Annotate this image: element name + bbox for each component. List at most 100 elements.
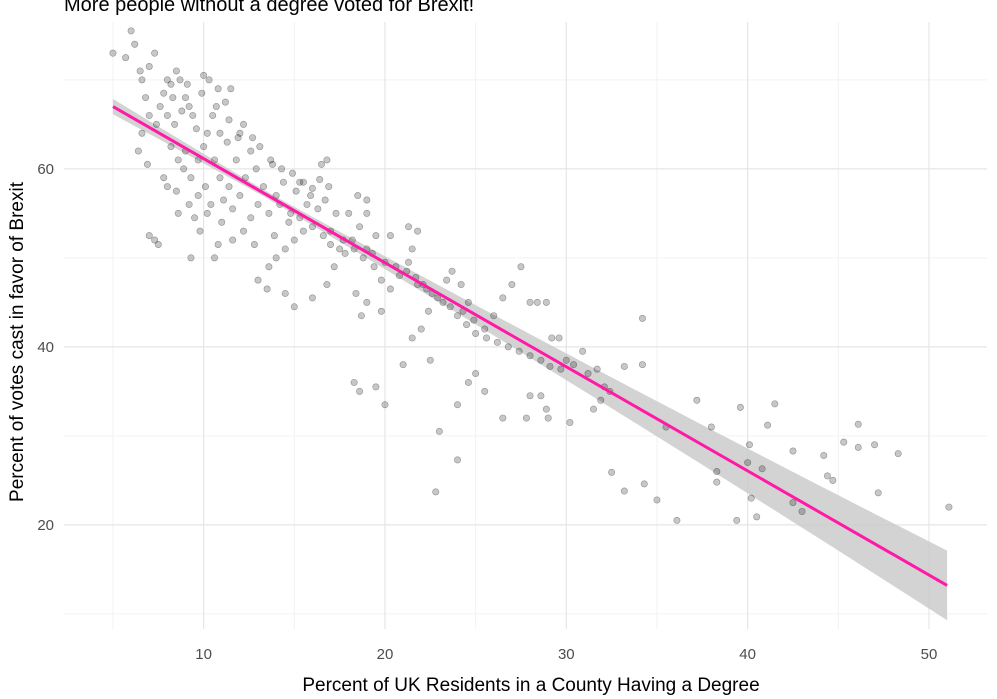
data-point xyxy=(745,441,753,449)
data-point xyxy=(321,196,329,204)
data-point xyxy=(733,516,741,524)
y-tick-label: 60 xyxy=(37,161,54,178)
data-point xyxy=(145,111,153,119)
data-point xyxy=(263,285,271,293)
data-point xyxy=(522,414,530,422)
data-point xyxy=(377,307,385,315)
data-point xyxy=(673,516,681,524)
data-point xyxy=(229,236,237,244)
data-point xyxy=(432,488,440,496)
data-point xyxy=(453,401,461,409)
data-point xyxy=(481,387,489,395)
data-point xyxy=(515,347,523,355)
data-point xyxy=(548,334,556,342)
data-point xyxy=(448,267,456,275)
data-point xyxy=(308,294,316,302)
data-point xyxy=(192,125,200,133)
data-point xyxy=(319,232,327,240)
y-tick-label: 20 xyxy=(37,517,54,534)
data-point xyxy=(356,223,364,231)
data-point xyxy=(557,365,565,373)
data-point xyxy=(174,209,182,217)
data-point xyxy=(546,362,554,370)
data-point xyxy=(570,361,578,369)
data-point xyxy=(829,476,837,484)
data-point xyxy=(336,245,344,253)
data-point xyxy=(363,298,371,306)
data-point xyxy=(214,85,222,93)
data-point xyxy=(562,356,570,364)
data-point xyxy=(185,200,193,208)
data-point xyxy=(252,165,260,173)
data-point xyxy=(330,263,338,271)
data-point xyxy=(464,298,472,306)
data-point xyxy=(223,138,231,146)
data-point xyxy=(871,441,879,449)
data-point xyxy=(308,223,316,231)
data-point xyxy=(579,347,587,355)
data-point xyxy=(464,378,472,386)
data-point xyxy=(426,356,434,364)
data-point xyxy=(267,156,275,164)
data-point xyxy=(160,174,168,182)
data-point xyxy=(299,178,307,186)
data-point xyxy=(220,196,228,204)
data-point xyxy=(323,156,331,164)
data-point xyxy=(203,129,211,137)
data-point xyxy=(212,103,220,111)
data-point xyxy=(789,499,797,507)
data-point xyxy=(820,451,828,459)
data-point xyxy=(840,438,848,446)
data-point xyxy=(221,98,229,106)
data-point xyxy=(191,214,199,222)
data-point xyxy=(240,120,248,128)
data-point xyxy=(308,184,316,192)
data-point xyxy=(138,129,146,137)
data-point xyxy=(138,76,146,84)
data-point xyxy=(453,312,461,320)
data-point xyxy=(290,236,298,244)
data-point xyxy=(323,281,331,289)
data-point xyxy=(363,209,371,217)
data-point xyxy=(638,361,646,369)
data-point xyxy=(134,147,142,155)
data-point xyxy=(278,165,286,173)
data-point xyxy=(314,205,322,213)
data-point xyxy=(265,263,273,271)
y-tick-label: 40 xyxy=(37,339,54,356)
data-point xyxy=(216,129,224,137)
data-point xyxy=(227,85,235,93)
data-point xyxy=(167,143,175,151)
trend-line-layer xyxy=(112,105,948,587)
data-point xyxy=(247,214,255,222)
data-point xyxy=(533,298,541,306)
data-point xyxy=(214,241,222,249)
data-point xyxy=(272,254,280,262)
y-tick-labels: 20 40 60 xyxy=(37,161,54,534)
data-point xyxy=(414,227,422,235)
data-point xyxy=(544,414,552,422)
data-point xyxy=(542,298,550,306)
data-point xyxy=(446,303,454,311)
data-point xyxy=(152,120,160,128)
data-point xyxy=(296,178,304,186)
data-point xyxy=(590,405,598,413)
data-point xyxy=(386,232,394,240)
data-point xyxy=(470,316,478,324)
data-point xyxy=(386,285,394,293)
data-point xyxy=(439,298,447,306)
data-point xyxy=(109,49,117,57)
data-point xyxy=(713,467,721,475)
data-point xyxy=(180,165,188,173)
data-point xyxy=(490,312,498,320)
data-point xyxy=(254,200,262,208)
data-point xyxy=(288,169,296,177)
data-point xyxy=(747,494,755,502)
data-point xyxy=(172,67,180,75)
data-point xyxy=(171,120,179,128)
data-point xyxy=(653,496,661,504)
data-point xyxy=(354,192,362,200)
data-point xyxy=(542,405,550,413)
data-point xyxy=(225,116,233,124)
